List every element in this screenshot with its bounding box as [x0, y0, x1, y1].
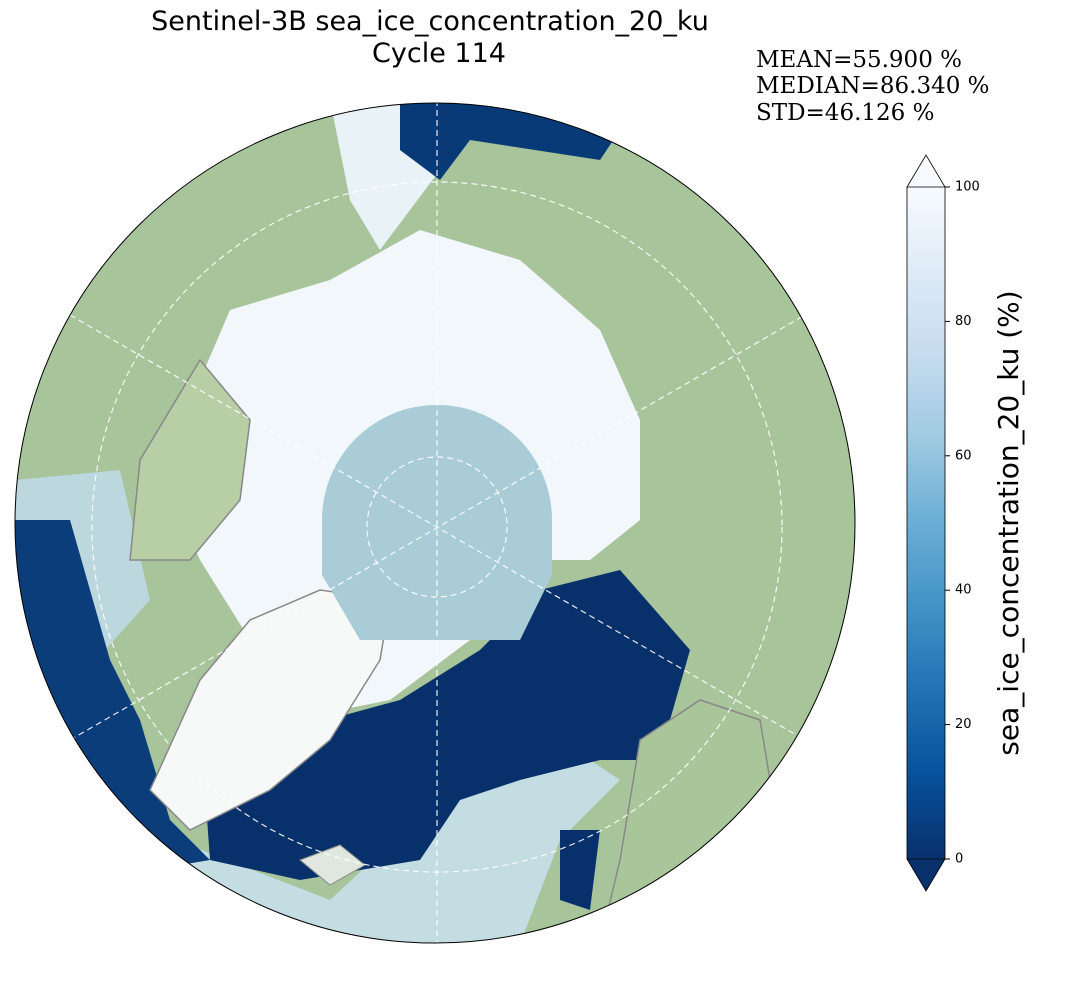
open-water [560, 830, 600, 910]
colorbar-extend [906, 154, 946, 188]
colorbar-extend [906, 858, 946, 892]
stat: MEDIAN=86.340 % [756, 73, 990, 99]
colorbar-label: sea_ice_concentration_20_ku (%) [992, 290, 1025, 755]
title-line: Cycle 114 [372, 38, 506, 69]
graticule [69, 314, 806, 741]
graticule [366, 456, 508, 598]
islands [129, 358, 251, 561]
colorbar-tick-label: 60 [955, 448, 972, 463]
colorbar-outline [906, 187, 946, 859]
colorbar: 0 20 40 60 80 100 [906, 154, 980, 892]
open-water [200, 570, 690, 880]
colorbar-tick-label: 0 [955, 852, 963, 867]
colorbar-tick-label: 20 [955, 717, 972, 732]
colorbar-body [907, 187, 945, 859]
colorbar-tick-label: 100 [955, 180, 980, 195]
stat: MEAN=55.900 % [756, 47, 962, 73]
title-line: Sentinel-3B sea_ice_concentration_20_ku [151, 6, 709, 37]
colorbar-tick-label: 40 [955, 583, 972, 598]
ocean [150, 740, 620, 943]
stat: STD=46.126 % [756, 100, 934, 126]
map-frame [14, 102, 856, 944]
map [15, 103, 855, 943]
colorbar-tick-label: 80 [955, 314, 972, 329]
